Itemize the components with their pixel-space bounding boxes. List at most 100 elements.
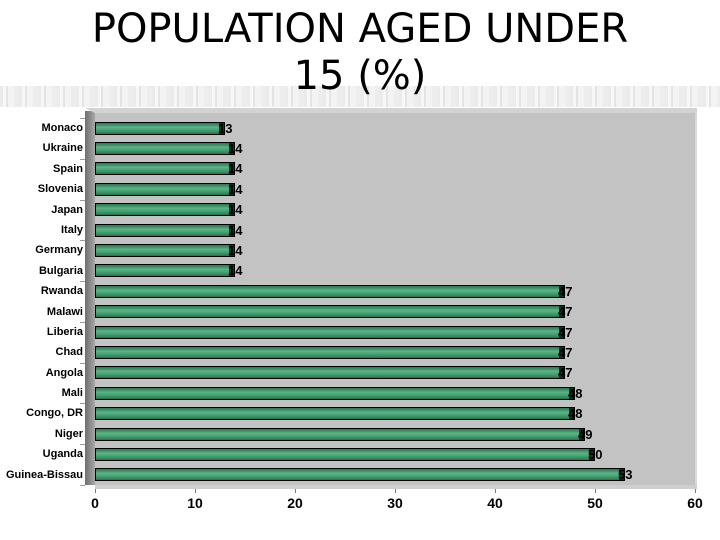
bar [95,407,575,421]
category-label: Monaco [41,122,83,134]
bar-end-cap [569,408,574,420]
category-label: Spain [53,162,83,175]
background-texture-band [0,86,720,107]
bar-end-cap [559,346,564,358]
bar-value-label: 13 [218,120,233,136]
bar-end-cap [619,469,624,481]
bar-end-cap [559,285,564,297]
bar-end-cap [229,183,234,195]
category-axis: Monaco Ukraine Spain Slovenia Japan Italy Germ… [0,108,83,487]
y-tick [80,240,85,242]
bar [95,223,235,237]
y-tick [80,403,85,405]
bar-value-label: 48 [568,385,583,401]
bar [95,284,565,298]
y-tick [80,199,85,201]
bar [95,244,235,258]
bar [95,142,235,156]
category-label: Mali [61,387,83,400]
bar-end-cap [559,367,564,379]
bar-value-label: 14 [228,263,243,279]
x-tick [695,489,696,493]
x-tick [295,489,296,493]
y-tick [80,321,85,323]
category-label: Uganda [42,448,83,461]
bar [95,121,225,135]
x-axis-label: 40 [487,495,503,511]
bar [95,447,595,461]
y-tick [80,485,85,486]
bar-end-cap [229,245,234,257]
bar [95,386,575,400]
bar [95,325,565,339]
y-tick [80,362,85,364]
bar-value-label: 49 [578,426,593,442]
bar-end-cap [219,122,224,134]
x-axis-label: 60 [687,495,703,511]
bar-end-cap [229,265,234,277]
bar-value-label: 14 [228,141,243,157]
category-label: Niger [54,427,83,440]
category-label: Guinea-Bissau [5,468,83,481]
bar-value-label: 47 [558,365,573,381]
bar-value-label: 14 [228,161,243,177]
x-axis-label: 50 [587,495,603,511]
chart-title: POPULATION AGED UNDER 15 (%) [91,6,629,99]
bar [95,305,565,319]
bar-end-cap [569,387,574,399]
category-label: Italy [60,223,83,236]
bar [95,468,625,482]
x-axis-label: 30 [387,495,403,511]
bar-value-label: 14 [228,222,243,238]
bar [95,182,235,196]
bar-value-label: 14 [228,202,243,218]
bar-end-cap [229,204,234,216]
x-axis-label: 20 [287,495,303,511]
x-axis-label: 10 [187,495,203,511]
bar [95,345,565,359]
bar-end-cap [229,224,234,236]
bar-end-cap [589,448,594,460]
y-tick [80,444,85,446]
bar-value-label: 48 [568,406,583,422]
plot-bevel-top [85,108,697,113]
bar [95,162,235,176]
bar-value-label: 47 [558,324,573,340]
bar-end-cap [579,428,584,440]
x-tick [395,489,396,493]
bar-end-cap [559,326,564,338]
x-tick [495,489,496,493]
bar [95,427,585,441]
x-tick [595,489,596,493]
axis-wall [85,111,95,485]
category-label: Angola [45,366,83,379]
y-tick [80,281,85,283]
category-label: Liberia [46,325,83,338]
bar-end-cap [229,163,234,175]
category-label: Malawi [46,305,83,318]
bar-value-label: 47 [558,304,573,320]
category-label: Bulgaria [38,264,83,277]
bar [95,366,565,380]
plot-area: 13 14 14 14 14 14 14 14 47 47 47 47 47 48 48 49 50 53 0 10… [80,108,703,511]
x-axis-label: 0 [91,495,99,511]
category-label: Germany [35,244,83,257]
bar-value-label: 47 [558,344,573,360]
x-tick [95,489,96,493]
category-label: Slovenia [37,183,83,196]
bar [95,203,235,217]
category-label: Rwanda [40,285,83,298]
bar-value-label: 53 [618,467,633,483]
y-tick [80,118,85,119]
category-label: Japan [51,203,83,216]
x-tick [195,489,196,493]
bar-value-label: 50 [588,446,603,462]
category-label: Chad [55,346,84,359]
bar-value-label: 14 [228,243,243,259]
bar-end-cap [559,306,564,318]
bar-end-cap [229,143,234,155]
bar-value-label: 47 [558,283,573,299]
bar-value-label: 14 [228,181,243,197]
